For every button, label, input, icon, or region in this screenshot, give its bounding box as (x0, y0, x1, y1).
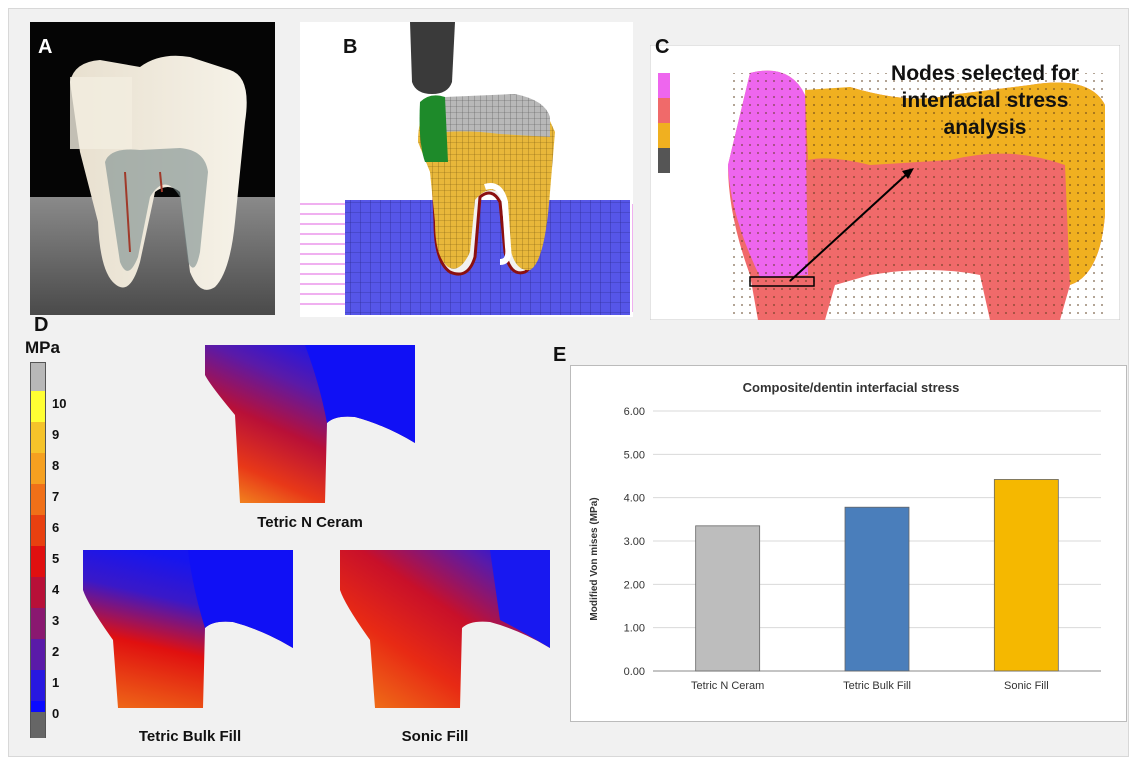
panel-e-letter: E (553, 344, 567, 366)
bar-tetric-bulk-fill (844, 506, 910, 672)
chart-ylabel: Modified Von mises (MPa) (589, 497, 600, 620)
x-tick-label: Sonic Fill (1004, 680, 1049, 692)
scale-swatch (31, 639, 45, 670)
panel-a-photo (30, 22, 275, 315)
contour-tetric-bulk-fill (83, 550, 293, 710)
panel-a-letter: A (38, 36, 53, 58)
y-tick-label: 4.00 (624, 493, 645, 505)
panel-c-nodes (649, 44, 1121, 321)
scale-ticks: 10 9 8 7 6 5 4 3 2 1 0 (52, 388, 66, 729)
color-scale (30, 362, 46, 738)
bar-tetric-n-ceram (695, 525, 761, 672)
scale-tick: 6 (52, 520, 60, 535)
y-tick-label: 3.00 (624, 536, 645, 548)
scale-tick: 9 (52, 427, 60, 442)
plot-label-tetric-n-ceram: Tetric N Ceram (257, 514, 363, 531)
scale-tick: 4 (52, 582, 60, 597)
y-tick-label: 0.00 (624, 666, 645, 678)
scale-swatch (31, 670, 45, 701)
scale-swatch (31, 701, 45, 712)
scale-tick: 7 (52, 489, 60, 504)
scale-swatch (31, 577, 45, 608)
scale-tick: 2 (52, 644, 60, 659)
plot-label-tetric-bulk-fill: Tetric Bulk Fill (138, 728, 242, 745)
y-tick-label: 2.00 (624, 579, 645, 591)
scale-tick: 8 (52, 458, 60, 473)
scale-tick: 0 (52, 706, 60, 721)
chart-title: Composite/dentin interfacial stress (743, 380, 960, 395)
scale-swatch (31, 363, 45, 391)
plot-label-sonic-fill: Sonic Fill (401, 728, 469, 745)
y-tick-label: 5.00 (624, 449, 645, 461)
panel-c-letter: C (655, 36, 670, 58)
panel-b-letter: B (343, 36, 358, 58)
scale-swatch (31, 484, 45, 515)
annotation-line-3: analysis (943, 116, 1027, 139)
scale-swatch (31, 515, 45, 546)
annotation-line-1: Nodes selected for (891, 62, 1079, 85)
scale-tick: 1 (52, 675, 60, 690)
annotation-line-2: interfacial stress (901, 89, 1069, 112)
scale-swatch (31, 546, 45, 577)
scale-swatch (31, 608, 45, 639)
scale-tick: 10 (52, 396, 67, 411)
bar-sonic-fill (993, 479, 1059, 672)
panel-d-letter: D (34, 314, 49, 336)
scale-swatch (31, 712, 45, 738)
scale-tick: 3 (52, 613, 60, 628)
panel-b-mesh (300, 22, 634, 317)
scale-swatch (31, 422, 45, 453)
contour-tetric-n-ceram (205, 345, 415, 505)
bar-chart: Composite/dentin interfacial stress Modi… (589, 380, 1101, 692)
scale-swatch (31, 391, 45, 422)
panel-c-annotation: Nodes selected for interfacial stress an… (855, 60, 1115, 141)
contour-sonic-fill (340, 550, 550, 710)
x-tick-label: Tetric Bulk Fill (843, 680, 911, 692)
scale-tick: 5 (52, 551, 60, 566)
scale-swatch (31, 453, 45, 484)
y-tick-label: 6.00 (624, 406, 645, 418)
scale-unit: MPa (25, 338, 60, 357)
panel-e-chart-box: Composite/dentin interfacial stress Modi… (570, 365, 1127, 722)
x-tick-label: Tetric N Ceram (691, 680, 764, 692)
y-tick-label: 1.00 (624, 623, 645, 635)
